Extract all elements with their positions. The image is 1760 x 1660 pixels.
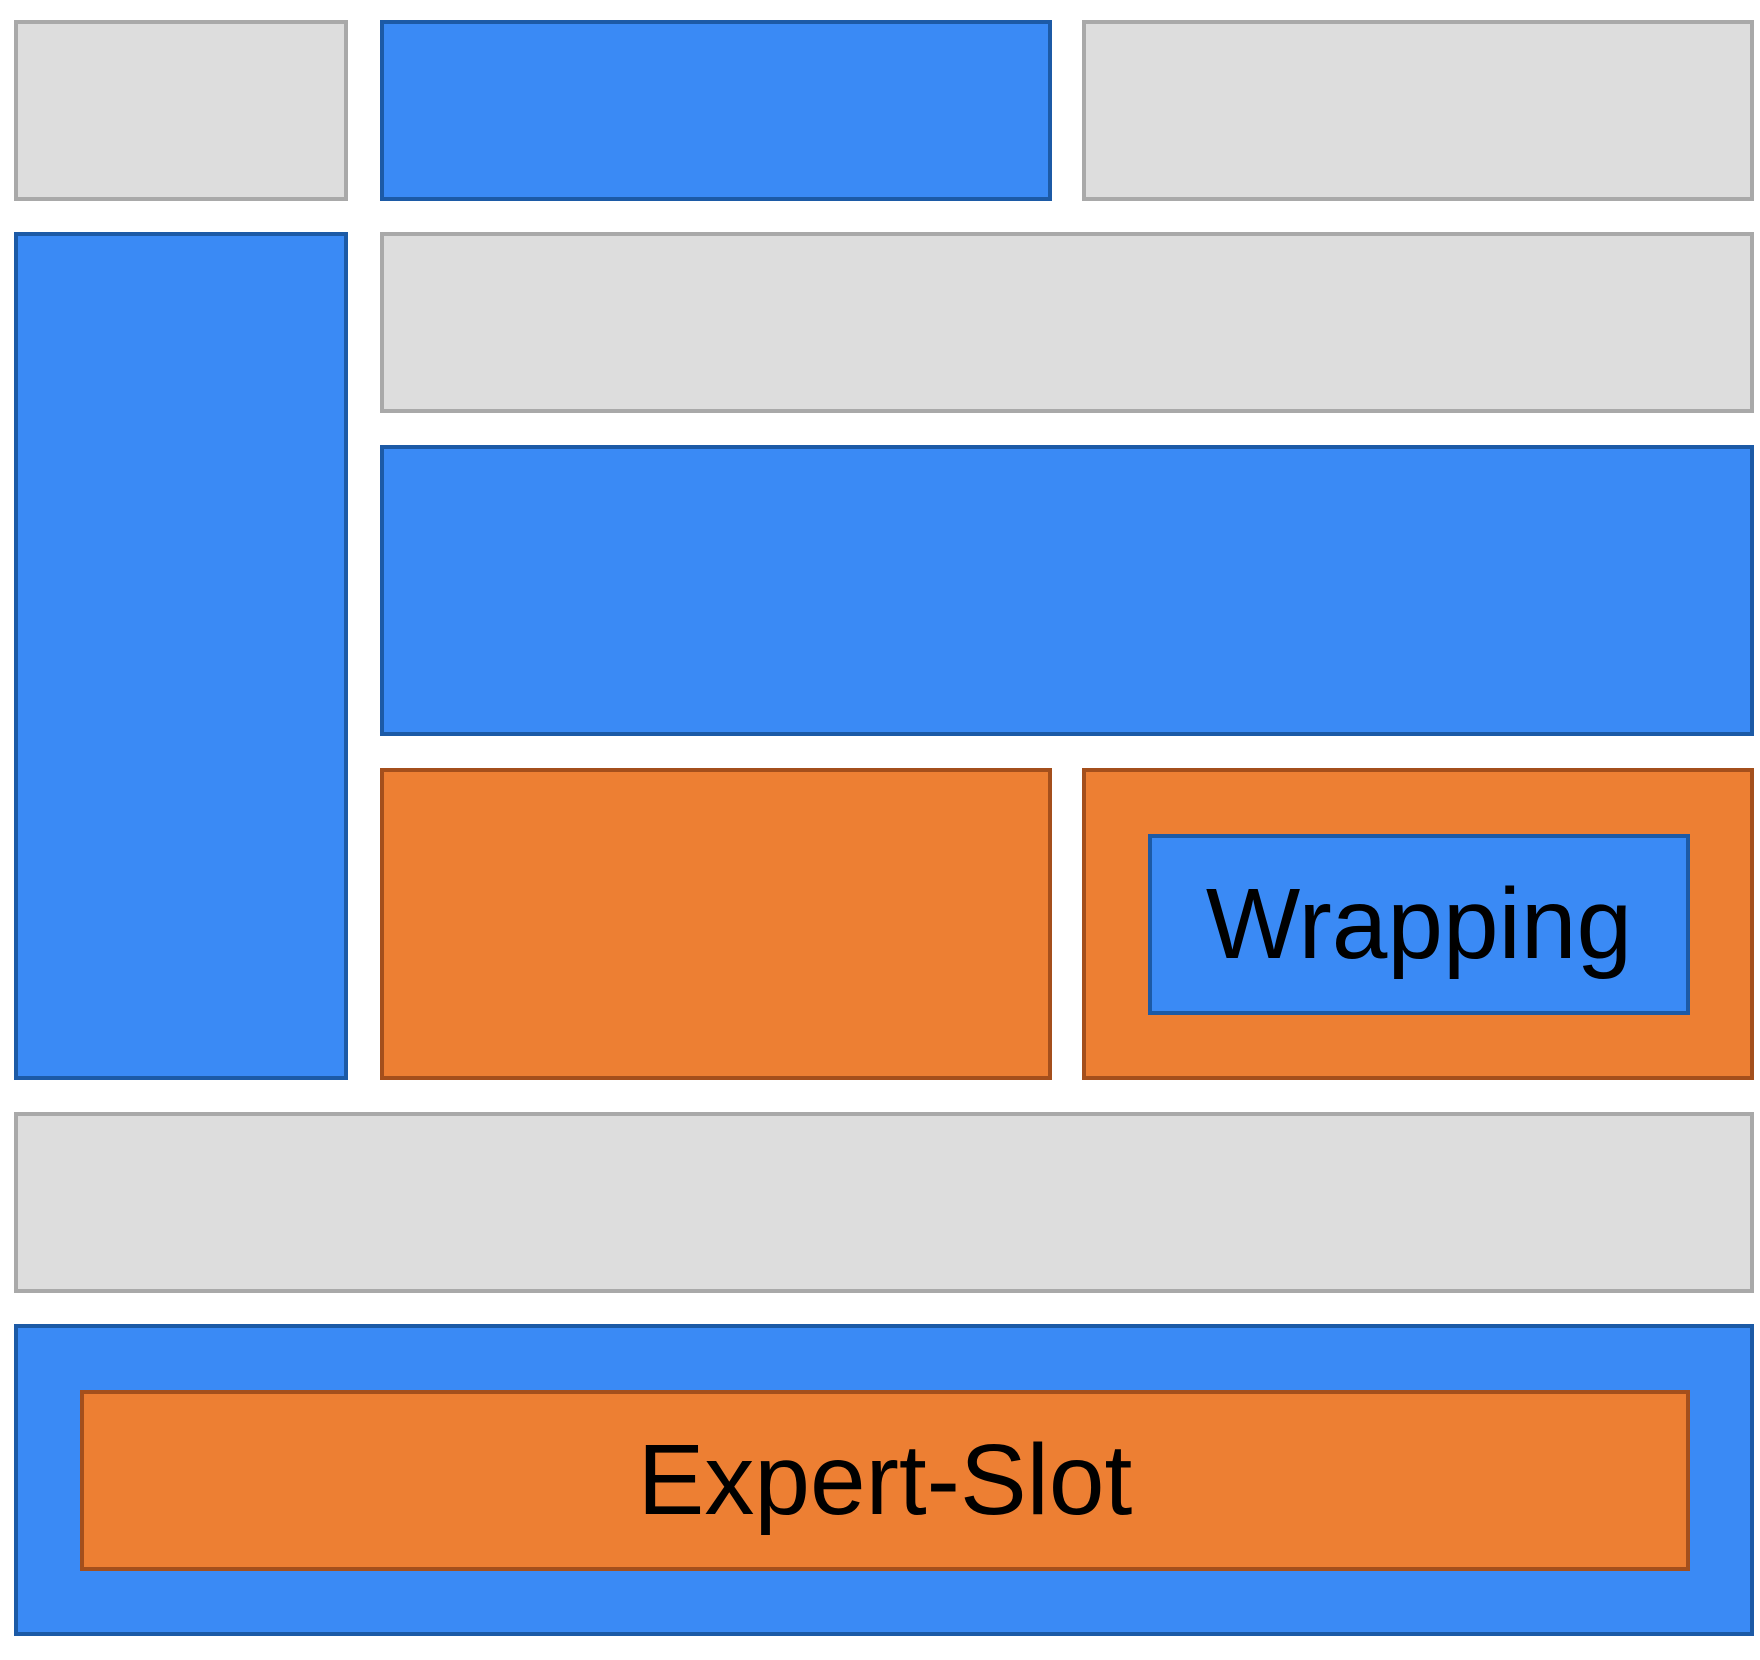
wide-blue-block bbox=[380, 445, 1754, 736]
wide-gray-block bbox=[380, 232, 1754, 413]
expert-slot-block: Expert-Slot bbox=[80, 1390, 1690, 1571]
top-right-gray-block bbox=[1082, 20, 1754, 201]
wrapping-label: Wrapping bbox=[1205, 868, 1633, 980]
top-center-blue-block bbox=[380, 20, 1052, 201]
wrapping-block: Wrapping bbox=[1148, 834, 1690, 1015]
full-width-gray-block bbox=[14, 1112, 1754, 1293]
top-left-gray-block bbox=[14, 20, 348, 201]
expert-slot-label: Expert-Slot bbox=[637, 1424, 1133, 1536]
orange-block-left bbox=[380, 768, 1052, 1080]
left-tall-blue-column bbox=[14, 232, 348, 1080]
